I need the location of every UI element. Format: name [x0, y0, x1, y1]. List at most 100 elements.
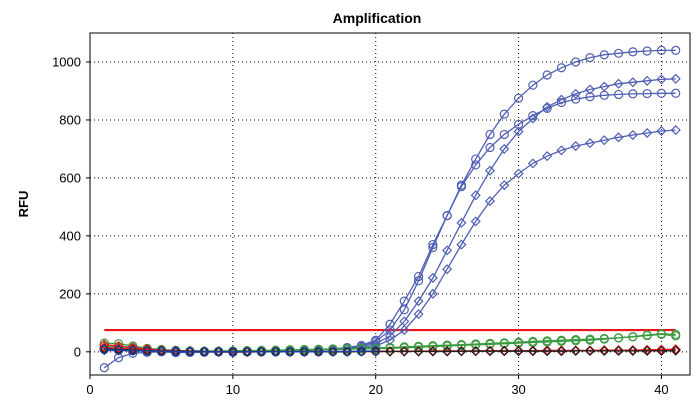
data-point	[356, 346, 367, 356]
data-point	[484, 196, 496, 207]
data-point	[185, 347, 195, 357]
data-point	[399, 325, 410, 336]
data-point	[456, 239, 467, 250]
y-tick-label: 1000	[52, 54, 81, 69]
data-point	[571, 94, 581, 104]
data-point	[570, 140, 581, 152]
data-point	[627, 345, 638, 356]
data-point	[142, 346, 152, 356]
y-tick-label: 800	[59, 112, 81, 127]
data-point	[484, 165, 496, 176]
series-layer	[99, 45, 681, 373]
data-point	[427, 346, 438, 357]
data-point	[628, 47, 638, 57]
data-point	[442, 210, 452, 221]
data-point	[542, 103, 552, 113]
data-point	[471, 340, 481, 350]
data-point	[399, 305, 409, 315]
data-point	[656, 345, 667, 356]
data-point	[528, 80, 538, 90]
data-point	[313, 347, 324, 357]
data-point	[556, 63, 567, 73]
data-point	[599, 81, 610, 92]
data-point	[599, 334, 609, 344]
data-point	[285, 347, 295, 357]
data-point	[499, 346, 510, 357]
data-point	[670, 125, 681, 136]
data-point	[584, 84, 596, 95]
x-tick-label: 10	[226, 382, 240, 397]
data-point	[156, 346, 167, 356]
data-point	[585, 92, 595, 102]
data-point	[485, 142, 495, 153]
data-point	[470, 346, 481, 357]
data-point	[642, 345, 653, 356]
data-point	[99, 339, 110, 350]
data-point	[571, 57, 581, 67]
data-point	[499, 180, 510, 191]
data-point	[228, 347, 238, 357]
data-point	[670, 345, 681, 356]
data-point	[670, 344, 681, 355]
data-point	[671, 45, 681, 55]
data-point	[128, 346, 138, 356]
data-point	[513, 93, 524, 103]
data-point	[570, 345, 581, 356]
y-tick-label: 200	[59, 286, 81, 301]
data-point	[513, 126, 524, 137]
data-point	[599, 345, 610, 356]
data-point	[542, 101, 553, 112]
data-point	[399, 296, 409, 306]
data-point	[371, 346, 381, 356]
data-point	[385, 319, 395, 329]
series-line	[104, 348, 376, 353]
data-point	[513, 346, 524, 357]
data-point	[642, 88, 652, 99]
data-point	[456, 346, 467, 357]
data-point	[413, 296, 424, 307]
data-point	[627, 77, 638, 88]
data-point	[542, 70, 552, 80]
data-point	[442, 341, 452, 351]
data-point	[199, 347, 209, 357]
data-point	[256, 347, 267, 357]
data-point	[456, 217, 467, 228]
data-point	[556, 97, 567, 108]
data-point	[628, 332, 638, 342]
data-point	[485, 129, 495, 140]
data-point	[671, 329, 681, 340]
data-point	[385, 325, 395, 335]
data-point	[642, 330, 652, 340]
data-point	[542, 346, 553, 357]
data-point	[642, 127, 653, 139]
data-point	[484, 346, 496, 357]
data-point	[584, 138, 596, 149]
data-point	[328, 346, 338, 357]
y-tick-label: 400	[59, 228, 81, 243]
data-point	[613, 78, 624, 89]
data-point	[113, 345, 124, 355]
data-point	[527, 158, 538, 169]
data-point	[485, 339, 495, 349]
x-tick-label: 40	[654, 382, 668, 397]
data-point	[242, 347, 252, 357]
data-point	[499, 109, 509, 119]
data-point	[99, 344, 109, 355]
data-point	[513, 168, 524, 179]
data-point	[656, 74, 667, 85]
data-point	[442, 264, 453, 275]
data-point	[427, 288, 438, 299]
data-point	[171, 346, 181, 357]
data-point	[127, 342, 138, 353]
data-point	[456, 340, 467, 351]
data-point	[384, 346, 396, 357]
data-point	[499, 143, 510, 154]
data-point	[342, 344, 352, 354]
data-point	[271, 347, 281, 357]
data-point	[613, 345, 624, 356]
data-point	[413, 346, 424, 357]
data-point	[642, 46, 652, 56]
data-point	[571, 336, 581, 346]
